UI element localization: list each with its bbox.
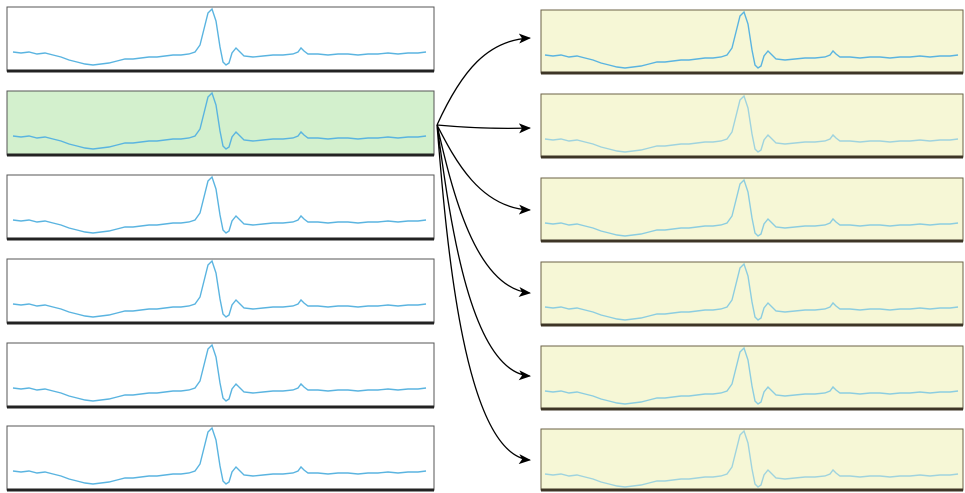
panel-bg [6, 258, 435, 324]
arrow [436, 124, 531, 297]
panel [540, 428, 964, 492]
arrow [436, 33, 531, 126]
panel [6, 258, 435, 325]
panel-bg [6, 90, 435, 156]
arrow [436, 124, 531, 465]
panel-bg [6, 6, 435, 72]
panel [540, 93, 964, 159]
panel [540, 261, 964, 327]
panel-selected [6, 90, 435, 157]
arrows [436, 33, 531, 465]
panel-bg [540, 93, 964, 158]
panel [6, 174, 435, 241]
panel-bg [540, 428, 964, 491]
arrow [436, 124, 531, 215]
panel-bg [6, 342, 435, 408]
panel-bg [540, 261, 964, 326]
left-panels [6, 6, 435, 492]
panel [6, 425, 435, 492]
panel [540, 345, 964, 411]
panel [6, 6, 435, 73]
panel [6, 342, 435, 409]
arrow [436, 123, 531, 134]
arrow [436, 124, 531, 381]
panel-bg [540, 345, 964, 410]
panel-bg [6, 174, 435, 240]
panel-bg [6, 425, 435, 491]
panel [540, 177, 964, 243]
panel [540, 9, 964, 75]
right-panels [540, 9, 964, 492]
